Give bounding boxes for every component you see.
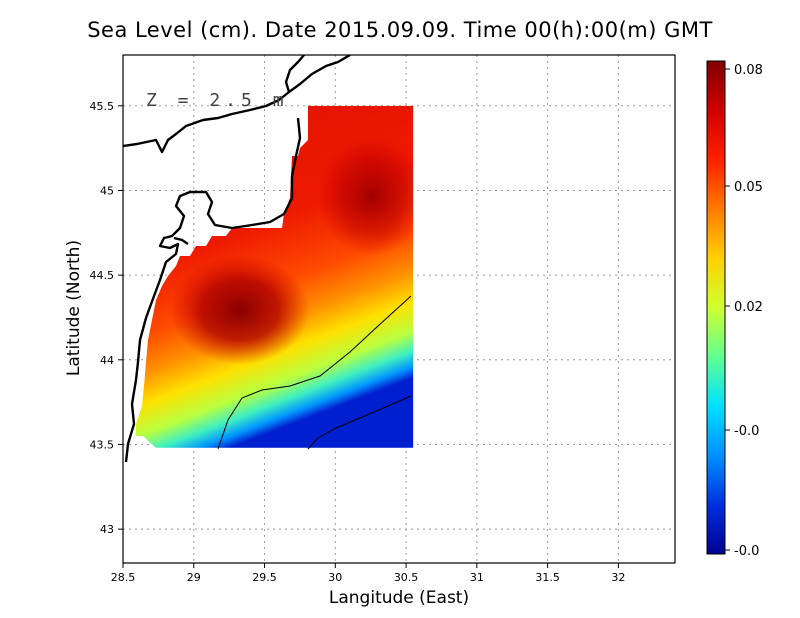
y-tick-label: 45.5 <box>90 100 115 113</box>
field-maximum <box>317 136 414 256</box>
y-axis-title: Latitude (North) <box>64 239 84 377</box>
y-tick-label: 43.5 <box>90 438 115 451</box>
contour-line <box>217 295 412 450</box>
x-tick-label: 28.5 <box>111 571 136 584</box>
colorbar-tick-label: -0.0 <box>734 424 759 439</box>
field-fill <box>136 105 414 448</box>
contour-lines <box>217 295 412 450</box>
colorbar-tick-label: 0.05 <box>734 180 763 195</box>
coastline-danube <box>124 117 302 463</box>
lagoon <box>173 236 189 245</box>
x-tick-label: 29 <box>187 571 201 584</box>
x-tick-label: 31.5 <box>535 571 560 584</box>
field-maximum <box>170 255 310 365</box>
x-tick-label: 30.5 <box>394 571 419 584</box>
x-axis: 28.5 29 29.5 30 30.5 31 31.5 32 <box>111 563 625 584</box>
colorbar: 0.08 0.05 0.02 -0.0 -0.0 <box>706 60 763 559</box>
y-axis: 43 43.5 44 44.5 45 45.5 <box>90 100 123 536</box>
coastline-delta <box>288 55 351 93</box>
y-tick-label: 44.5 <box>90 269 115 282</box>
y-tick-label: 44 <box>100 354 114 367</box>
sea-level-field <box>136 105 414 448</box>
contour-line <box>307 395 412 450</box>
colorbar-ramp <box>706 60 726 555</box>
plot-frame <box>122 54 676 564</box>
y-tick-label: 43 <box>100 523 114 536</box>
x-tick-label: 30 <box>328 571 342 584</box>
depth-annotation: Z = 2.5 m <box>146 90 289 111</box>
coastline <box>123 55 351 463</box>
x-tick-label: 29.5 <box>252 571 277 584</box>
coastline-main <box>123 55 305 154</box>
colorbar-tick-label: -0.0 <box>734 544 759 559</box>
x-tick-label: 32 <box>611 571 625 584</box>
y-tick-label: 45 <box>100 184 114 197</box>
x-tick-label: 31 <box>470 571 484 584</box>
colorbar-tick-label: 0.02 <box>734 300 763 315</box>
x-axis-title: Langitude (East) <box>328 588 470 608</box>
colorbar-tick-label: 0.08 <box>734 63 763 78</box>
chart-title: Sea Level (cm). Date 2015.09.09. Time 00… <box>87 18 713 42</box>
